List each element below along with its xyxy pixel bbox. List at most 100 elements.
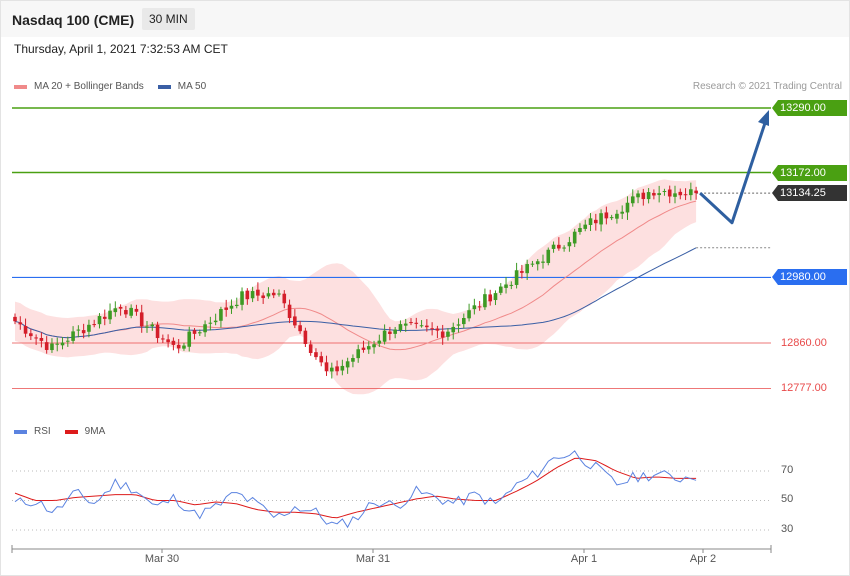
candle-body (440, 331, 445, 338)
candle-body (451, 326, 456, 333)
candle-body (594, 219, 598, 224)
candle-body (55, 343, 60, 345)
candle-body (419, 325, 424, 327)
rsi-ma-swatch (64, 429, 78, 434)
forecast-arrowhead (758, 110, 769, 126)
forecast-arrow-layer (699, 110, 769, 225)
candle-body (657, 193, 661, 196)
candle-body (298, 325, 302, 332)
candle-body (409, 322, 413, 324)
candle-body (108, 310, 112, 320)
candle-body (588, 218, 593, 225)
candle-body (182, 345, 186, 349)
candle-body (171, 340, 176, 345)
candle-body (615, 213, 619, 219)
candle-body (340, 365, 345, 371)
ma20-swatch (14, 84, 27, 89)
candle-body (472, 305, 477, 310)
candle-body (393, 329, 397, 334)
candle-body (23, 326, 28, 334)
candle-body (514, 270, 519, 285)
rsi-legend: RSI 9MA (14, 426, 119, 437)
candle-body (520, 271, 524, 273)
candle-body (266, 293, 271, 297)
candle-body (351, 358, 355, 362)
candle-body (557, 244, 561, 249)
candle-body (129, 307, 133, 316)
level-tag-13290: 13290.00 (772, 100, 847, 116)
candle-body (245, 290, 250, 300)
date-label-mar-30: Mar 30 (144, 553, 180, 565)
candle-body (314, 352, 318, 358)
candle-body (97, 316, 102, 325)
candle-body (630, 196, 635, 204)
candle-body (155, 324, 160, 339)
candle-body (187, 331, 192, 347)
candle-body (345, 361, 350, 368)
bollinger-band (15, 179, 697, 395)
candle-body (87, 324, 91, 332)
interval-selector[interactable]: 30 MIN (142, 8, 195, 30)
candle-body (430, 328, 434, 330)
candle-body (372, 344, 376, 348)
candle-body (562, 247, 566, 249)
candle-body (572, 231, 577, 244)
legend-rsi-label: RSI (34, 426, 51, 437)
candle-body (166, 339, 170, 343)
candle-body (689, 189, 693, 196)
date-label-apr-1: Apr 1 (570, 553, 598, 565)
candle-body (493, 293, 498, 301)
candle-body (462, 317, 466, 325)
chart-header: Nasdaq 100 (CME) 30 MIN (1, 1, 849, 37)
candle-body (240, 291, 244, 305)
candle-body (13, 316, 17, 322)
candle-body (66, 340, 70, 342)
candle-body (34, 337, 38, 339)
candle-body (277, 293, 281, 295)
candle-body (324, 362, 329, 372)
candle-body (161, 338, 165, 340)
timestamp: Thursday, April 1, 2021 7:32:53 AM CET (14, 42, 228, 56)
candle-body (356, 349, 360, 359)
level-lines-layer (12, 107, 771, 389)
candle-body (330, 367, 334, 372)
ma50-line (14, 247, 697, 339)
candle-body (271, 292, 276, 296)
candle-body (578, 227, 582, 233)
date-label-apr-2: Apr 2 (689, 553, 717, 565)
forecast-arrow-line (699, 119, 768, 225)
ma50-swatch (157, 84, 171, 89)
candle-body (335, 366, 339, 372)
candle-body (308, 344, 313, 353)
rsi-tick-50: 50 (781, 493, 794, 505)
candle-body (102, 316, 107, 319)
legend-rsi-ma-label: 9MA (84, 426, 106, 437)
candle-body (192, 330, 197, 334)
candle-body (604, 212, 609, 219)
candle-body (145, 326, 149, 328)
candle-body (509, 284, 514, 286)
candle-body (388, 331, 392, 334)
candle-body (683, 194, 688, 196)
candle-body (139, 312, 144, 327)
candle-body (92, 324, 96, 326)
candle-body (625, 202, 630, 213)
candle-body (646, 192, 651, 200)
candle-body (620, 211, 624, 214)
candle-body (219, 309, 223, 321)
date-label-mar-31: Mar 31 (355, 553, 391, 565)
level-label-12860: 12860.00 (781, 337, 827, 349)
candle-body (662, 190, 667, 192)
candle-body (81, 330, 86, 334)
candle-body (636, 193, 640, 198)
moving-averages-layer (14, 200, 771, 351)
rsi-line (14, 450, 697, 529)
candle-body (652, 192, 656, 196)
candle-body (224, 307, 228, 310)
research-credit: Research © 2021 Trading Central (692, 81, 842, 92)
rsi-panel (12, 450, 771, 531)
candle-body (583, 224, 588, 229)
candle-body (366, 346, 371, 350)
